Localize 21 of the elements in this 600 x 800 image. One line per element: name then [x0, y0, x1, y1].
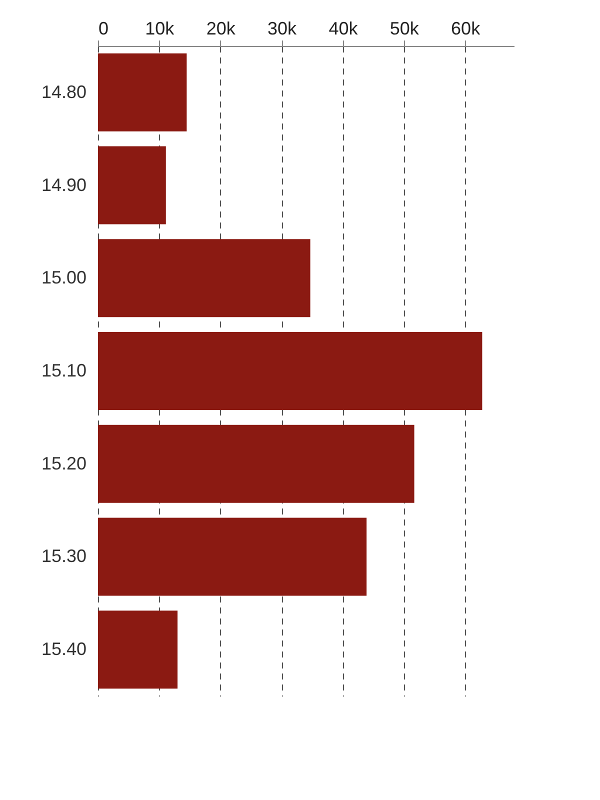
bar	[98, 239, 310, 318]
bar	[98, 53, 187, 132]
bar	[98, 332, 482, 410]
x-tick-label: 0	[98, 18, 109, 38]
bar	[98, 424, 414, 503]
bar	[98, 146, 166, 224]
y-tick-label: 14.80	[41, 82, 86, 102]
y-tick-label: 15.20	[41, 453, 86, 474]
x-tick-label: 50k	[390, 18, 420, 38]
y-tick-label: 15.40	[41, 639, 86, 660]
bar	[98, 518, 367, 596]
y-tick-label: 14.90	[41, 174, 86, 195]
x-tick-label: 10k	[145, 18, 176, 38]
bar	[98, 610, 178, 689]
y-tick-label: 15.10	[41, 360, 86, 380]
x-tick-label: 60k	[451, 18, 482, 38]
y-tick-label: 15.00	[41, 268, 86, 288]
y-tick-label: 15.30	[41, 546, 86, 566]
x-tick-label: 30k	[268, 18, 298, 38]
x-tick-label: 40k	[328, 18, 359, 38]
x-tick-label: 20k	[206, 18, 236, 38]
